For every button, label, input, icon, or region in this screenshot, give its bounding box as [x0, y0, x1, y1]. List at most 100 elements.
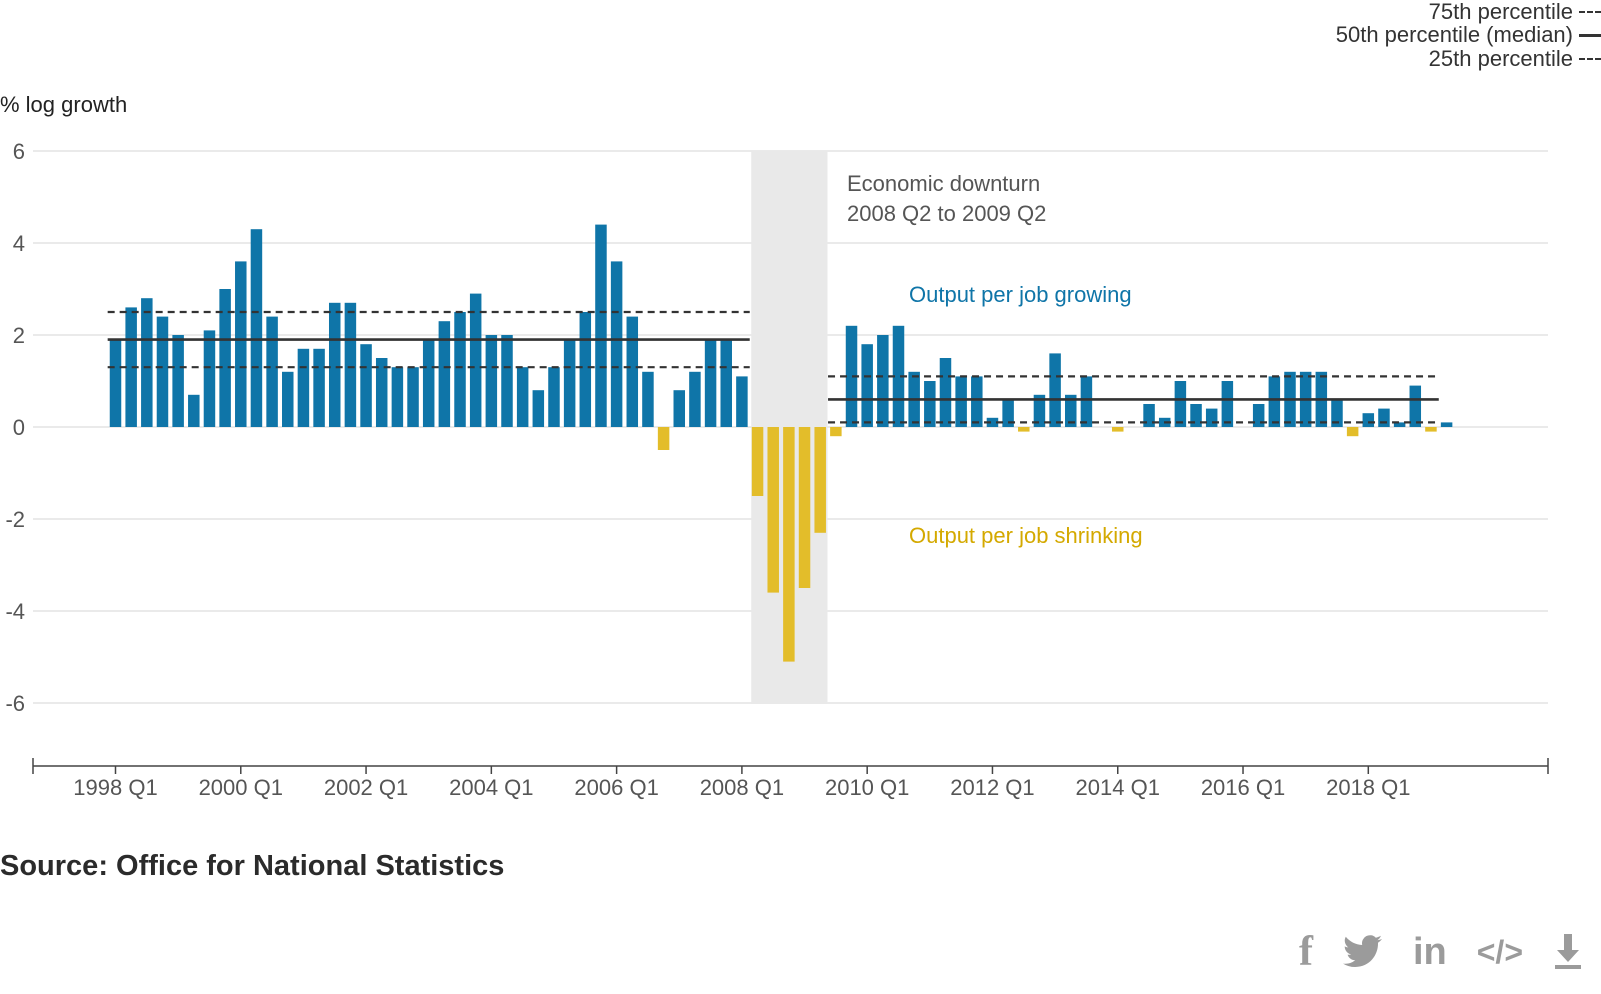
bar	[501, 335, 513, 427]
bar	[454, 312, 466, 427]
bar	[1190, 404, 1202, 427]
bar	[563, 339, 576, 427]
bar	[125, 307, 137, 427]
bar	[1425, 427, 1437, 432]
x-tick-label: 2018 Q1	[1326, 775, 1410, 800]
bar	[673, 390, 686, 427]
annotation-shrinking: Output per job shrinking	[909, 523, 1143, 548]
bar	[282, 371, 294, 427]
bar	[313, 348, 325, 427]
bar	[516, 367, 529, 427]
downturn-label-line2: 2008 Q2 to 2009 Q2	[847, 201, 1046, 226]
bar	[1221, 381, 1234, 427]
bars	[109, 224, 1453, 662]
bar	[548, 367, 560, 427]
dashed-line-icon	[1579, 58, 1601, 60]
dashed-line-icon	[1579, 11, 1601, 13]
legend-label-p75: 75th percentile	[1428, 0, 1573, 24]
bar	[877, 335, 889, 427]
bar	[1378, 408, 1390, 427]
x-tick-label: 2006 Q1	[574, 775, 658, 800]
bar	[109, 339, 122, 427]
bar	[250, 229, 263, 427]
bar	[328, 302, 341, 427]
solid-line-icon	[1579, 33, 1601, 37]
bar	[422, 339, 435, 427]
x-tick-label: 2016 Q1	[1201, 775, 1285, 800]
bar	[861, 344, 873, 427]
y-tick-label: 4	[13, 231, 25, 256]
bar	[720, 339, 732, 427]
bar	[391, 367, 404, 427]
x-axis: 1998 Q1 2000 Q1 2002 Q1 2004 Q1 2006 Q1 2008 …	[32, 758, 1549, 800]
bar	[156, 316, 169, 427]
bar	[219, 289, 231, 427]
bar	[939, 358, 952, 427]
bar	[1111, 427, 1124, 432]
bar	[1268, 376, 1281, 427]
bar	[266, 316, 278, 427]
bar	[1205, 408, 1218, 427]
bar	[407, 367, 419, 427]
bar	[704, 339, 717, 427]
bar	[1440, 422, 1453, 427]
bar	[1033, 394, 1046, 427]
bar	[657, 427, 670, 450]
legend-item-p25: 25th percentile	[1428, 46, 1601, 71]
downturn-label-line1: Economic downturn	[847, 171, 1040, 196]
bar	[971, 376, 983, 427]
bar	[1002, 399, 1014, 427]
legend-item-p75: 75th percentile	[1429, 0, 1601, 24]
bar	[1331, 399, 1343, 427]
x-tick-label: 2012 Q1	[950, 775, 1034, 800]
bar	[235, 261, 247, 427]
bar	[955, 376, 967, 427]
legend-label-p50: 50th percentile (median)	[1335, 22, 1573, 47]
bar	[610, 261, 623, 427]
percentile-lines	[107, 310, 1439, 424]
bar	[344, 302, 357, 427]
x-tick-label: 2008 Q1	[700, 775, 784, 800]
bar	[203, 330, 216, 427]
twitter-icon[interactable]	[1342, 930, 1383, 974]
bar	[830, 427, 842, 437]
bar	[141, 298, 153, 427]
y-tick-label: 2	[13, 323, 25, 348]
source-note: Source: Office for National Statistics	[0, 850, 505, 882]
bar	[642, 371, 654, 427]
y-axis-ticks: 6 4 2 0 -2 -4 -6	[5, 139, 25, 716]
bar	[892, 325, 905, 427]
legend-label-p25: 25th percentile	[1428, 46, 1573, 71]
linkedin-icon[interactable]: in	[1412, 931, 1447, 973]
x-tick-label: 2000 Q1	[199, 775, 283, 800]
bar	[172, 335, 184, 427]
bar	[1018, 427, 1030, 432]
bar	[469, 293, 482, 427]
embed-icon[interactable]: </>	[1476, 934, 1523, 970]
bar	[297, 348, 310, 427]
bar	[1346, 427, 1359, 437]
bar	[751, 427, 764, 496]
share-toolbar: f in </>	[1299, 930, 1583, 974]
x-tick-label: 1998 Q1	[73, 775, 157, 800]
bar	[1174, 381, 1187, 427]
x-tick-label: 2010 Q1	[825, 775, 909, 800]
facebook-icon[interactable]: f	[1298, 929, 1313, 975]
bar	[1080, 376, 1093, 427]
bar	[924, 381, 936, 427]
bar	[188, 394, 200, 427]
bar	[1252, 404, 1265, 427]
download-icon[interactable]	[1553, 930, 1583, 974]
bar	[986, 417, 999, 427]
annotation-growing: Output per job growing	[909, 282, 1132, 307]
x-tick-label: 2014 Q1	[1076, 775, 1160, 800]
y-tick-label: -6	[5, 691, 25, 716]
bar	[798, 427, 811, 588]
bar	[626, 316, 639, 427]
y-axis-label: % log growth	[0, 92, 127, 117]
y-tick-label: 6	[13, 139, 25, 164]
bar	[595, 224, 607, 427]
bar	[1393, 422, 1406, 427]
bar	[689, 371, 701, 427]
x-tick-label: 2002 Q1	[324, 775, 408, 800]
